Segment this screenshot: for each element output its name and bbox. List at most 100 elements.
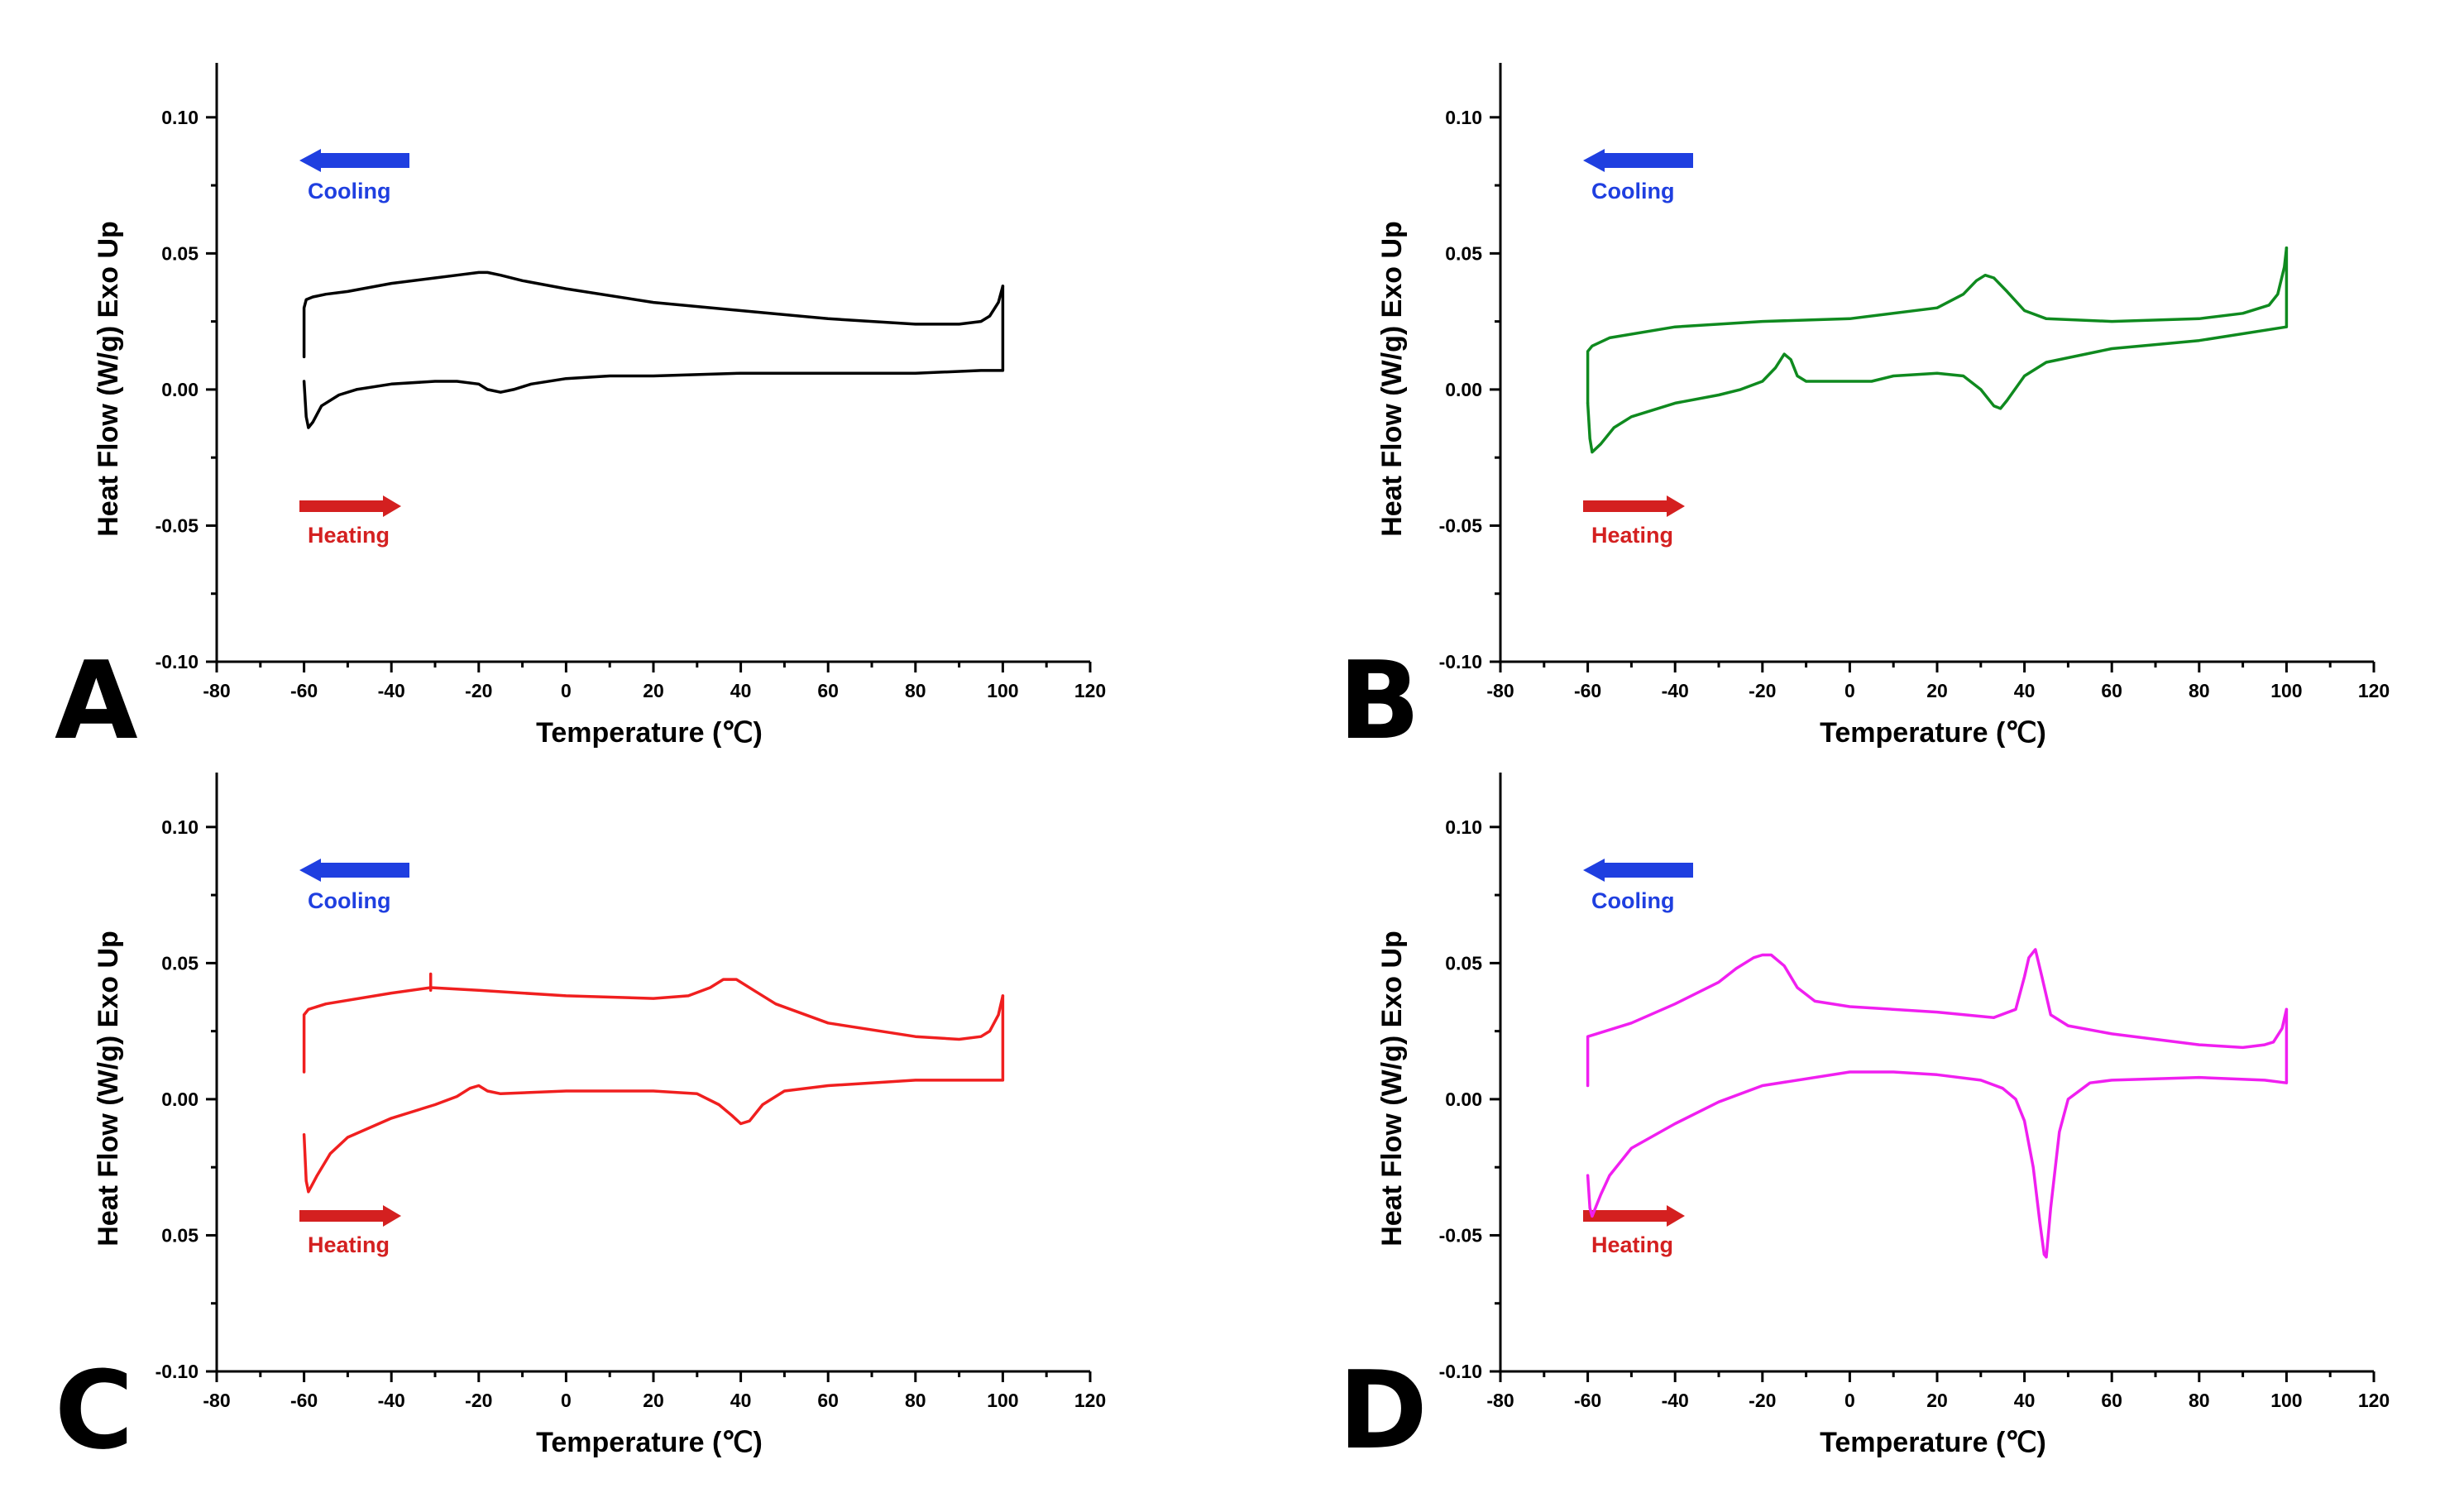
y-tick-label: -0.05 [155, 514, 199, 536]
x-tick-label: -40 [1662, 680, 1689, 701]
y-tick-label: 0.10 [161, 816, 199, 838]
arrow-head [1667, 495, 1685, 517]
cooling-legend-label: Cooling [308, 888, 390, 913]
arrow-shaft [318, 153, 409, 168]
cooling-legend-label: Cooling [308, 179, 390, 203]
panel-label: D [1338, 1347, 1428, 1473]
y-tick-label: 0.00 [1445, 1089, 1482, 1110]
heating-curve [302, 285, 1005, 429]
heating-legend-label: Heating [1591, 1232, 1673, 1257]
panel-label: A [55, 638, 138, 763]
x-tick-label: -80 [203, 1390, 230, 1411]
y-tick-label: 0.05 [161, 952, 199, 974]
y-tick-label: 0.10 [161, 107, 199, 128]
arrow-shaft [318, 863, 409, 878]
y-axis-title: Heat Flow (W/g) Exo Up [93, 221, 124, 537]
x-tick-label: -60 [1574, 680, 1601, 701]
x-tick-label: -40 [378, 1390, 405, 1411]
heating-curve [1586, 246, 2289, 454]
x-axis-title: Temperature (℃) [536, 717, 763, 749]
x-tick-label: 20 [643, 1390, 664, 1411]
x-tick-label: -40 [1662, 1390, 1689, 1411]
x-tick-label: 100 [2270, 680, 2302, 701]
x-tick-label: 20 [643, 680, 664, 701]
heating-legend-label: Heating [1591, 523, 1673, 548]
arrow-head [383, 1205, 401, 1227]
x-axis-title: Temperature (℃) [536, 1427, 763, 1458]
y-tick-label: 0.10 [1445, 816, 1482, 838]
arrow-shaft [299, 500, 390, 512]
x-tick-label: -40 [378, 680, 405, 701]
x-tick-label: -80 [1486, 1390, 1514, 1411]
x-tick-label: 100 [987, 680, 1018, 701]
x-tick-label: 120 [2358, 1390, 2390, 1411]
y-tick-label: 0.05 [1445, 952, 1482, 974]
y-tick-label: -0.05 [1439, 1224, 1483, 1246]
x-tick-label: 0 [1844, 680, 1855, 701]
x-tick-label: 40 [730, 1390, 752, 1411]
arrow-shaft [299, 1210, 390, 1222]
x-tick-label: 0 [1844, 1390, 1855, 1411]
x-tick-label: 80 [905, 1390, 926, 1411]
arrow-shaft [1601, 863, 1693, 878]
heating-arrow-icon [299, 1205, 401, 1227]
heating-curve [302, 994, 1005, 1194]
y-axis-title: Heat Flow (W/g) Exo Up [1376, 931, 1408, 1247]
y-tick-label: -0.10 [1439, 651, 1482, 672]
y-tick-label: -0.10 [155, 651, 199, 672]
x-tick-label: 100 [2270, 1390, 2302, 1411]
x-tick-label: 80 [905, 680, 926, 701]
arrow-shaft [1601, 153, 1693, 168]
x-axis-title: Temperature (℃) [1820, 1427, 2046, 1458]
arrow-head [1583, 859, 1605, 882]
arrow-head [299, 859, 321, 882]
y-tick-label: 0.00 [161, 1089, 199, 1110]
chart-panel-b: -80 -60 -40 -20 0 20 40 60 80 100 120 -0.10 -0.05 0.0… [1338, 63, 2390, 763]
arrow-head [1667, 1205, 1685, 1227]
x-tick-label: 80 [2189, 1390, 2210, 1411]
heating-legend-label: Heating [308, 1232, 390, 1257]
y-tick-label: 0.05 [161, 1224, 199, 1246]
x-axis-title: Temperature (℃) [1820, 717, 2046, 749]
cooling-arrow-icon [299, 859, 409, 882]
arrow-shaft [1583, 1210, 1673, 1222]
heating-arrow-icon [1583, 495, 1685, 517]
arrow-shaft [1583, 500, 1673, 512]
arrow-head [383, 495, 401, 517]
y-tick-label: 0.05 [161, 242, 199, 264]
x-tick-label: 60 [817, 1390, 839, 1411]
cooling-legend-label: Cooling [1591, 179, 1674, 203]
heating-arrow-icon [299, 495, 401, 517]
cooling-arrow-icon [1583, 859, 1693, 882]
x-tick-label: 120 [1074, 680, 1106, 701]
heating-arrow-icon [1583, 1205, 1685, 1227]
x-tick-label: 20 [1926, 680, 1948, 701]
cooling-arrow-icon [299, 149, 409, 172]
y-tick-label: -0.10 [155, 1361, 199, 1382]
x-tick-label: -20 [465, 1390, 492, 1411]
y-tick-label: -0.10 [1439, 1361, 1482, 1382]
x-tick-label: -60 [1574, 1390, 1601, 1411]
x-tick-label: 40 [2014, 680, 2036, 701]
y-tick-label: 0.10 [1445, 107, 1482, 128]
x-tick-label: -60 [290, 680, 318, 701]
x-tick-label: 20 [1926, 1390, 1948, 1411]
x-tick-label: 0 [561, 1390, 572, 1411]
x-tick-label: 60 [817, 680, 839, 701]
x-tick-label: -60 [290, 1390, 318, 1411]
x-tick-label: 60 [2101, 680, 2122, 701]
x-tick-label: -20 [1749, 680, 1776, 701]
arrow-head [1583, 149, 1605, 172]
chart-panel-d: -80 -60 -40 -20 0 20 40 60 80 100 120 -0.10 -0.05 0.0… [1338, 773, 2390, 1473]
x-tick-label: 100 [987, 1390, 1018, 1411]
cooling-curve [302, 270, 1005, 359]
y-axis-title: Heat Flow (W/g) Exo Up [1376, 221, 1408, 537]
x-tick-label: -80 [1486, 680, 1514, 701]
x-tick-label: 120 [1074, 1390, 1106, 1411]
chart-panel-a: -80 -60 -40 -20 0 20 40 60 80 100 120 -0.10 -0.05 0.0… [55, 63, 1106, 763]
cooling-curve [1586, 246, 2289, 405]
x-tick-label: -20 [1749, 1390, 1776, 1411]
y-tick-label: -0.05 [1439, 514, 1483, 536]
x-tick-label: 120 [2358, 680, 2390, 701]
